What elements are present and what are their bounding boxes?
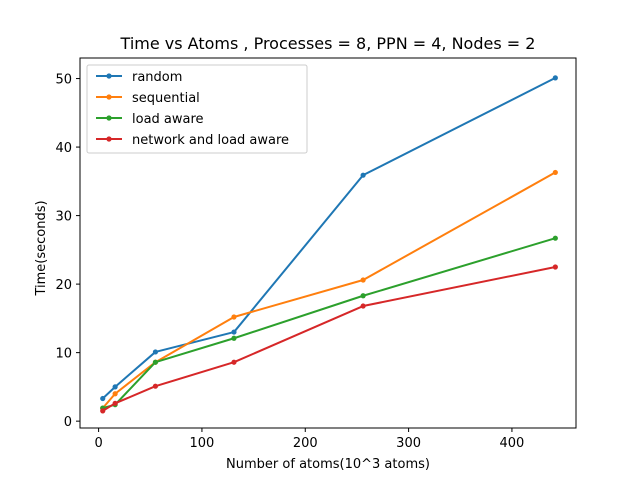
legend-label: network and load aware [132,133,289,148]
legend-marker [106,115,112,121]
y-tick-label: 50 [55,73,72,88]
series-line [101,171,556,409]
series-line [102,237,556,410]
legend-label: load aware [132,112,204,127]
legend: random sequential load aware network and lo… [86,64,308,154]
legend-frame [86,64,308,154]
y-axis-label: Time(seconds) [34,200,49,296]
legend-entry: load aware [96,112,204,127]
data-point [360,293,366,299]
data-point [100,408,106,414]
x-tick-label: 0 [94,436,102,451]
x-axis-label: Number of atoms(10^3 atoms) [226,457,430,472]
plot-frame [79,57,577,429]
data-point [231,359,237,365]
series-line [102,266,556,412]
data-point [552,235,558,241]
legend-marker [106,136,112,142]
y-tick-label: 10 [55,347,72,362]
y-tick-label: 30 [55,210,72,225]
data-point [112,384,118,390]
y-tick-label: 0 [64,415,72,430]
series-load-aware [100,235,558,411]
series-random [100,75,558,402]
legend-entry: sequential [96,91,200,106]
legend-entry: random [96,70,182,85]
x-tick-label: 100 [190,436,215,451]
y-tick-label: 20 [55,278,72,293]
data-point [231,335,237,341]
legend-marker [106,94,112,100]
data-point [231,329,237,335]
data-point [112,391,118,397]
series-layer [100,75,558,414]
data-point [231,314,237,320]
axes: 0 100 200 300 400 0 10 20 30 40 50 [55,57,577,451]
data-point [552,169,558,176]
y-tick-label: 40 [55,141,72,156]
data-point [100,395,106,402]
legend-label: random [132,70,182,85]
chart-title: Time vs Atoms , Processes = 8, PPN = 4, … [120,34,536,53]
legend-label: sequential [132,91,200,106]
series-network-and-load-aware [100,264,558,414]
x-tick-label: 200 [293,436,318,451]
data-point [360,172,366,178]
data-point [152,359,159,365]
legend-marker [106,73,112,79]
series-line [102,76,556,400]
x-tick-label: 400 [500,436,525,451]
legend-entry: network and load aware [96,133,289,148]
data-point [360,277,366,283]
data-point [552,75,558,81]
series-sequential [100,169,558,411]
x-tick-label: 300 [396,436,421,451]
data-point [152,383,159,389]
data-point [552,264,558,270]
data-point [152,349,159,355]
data-point [112,400,118,406]
data-point [360,303,366,309]
